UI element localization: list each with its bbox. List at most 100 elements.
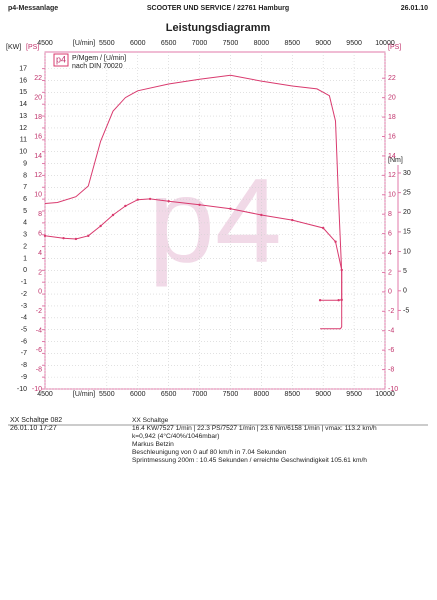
y2-tick-label: -10 <box>32 386 42 393</box>
series-marker <box>321 226 325 230</box>
y2-tick-label: 4 <box>388 250 392 257</box>
y3-tick-label: -5 <box>403 307 409 314</box>
y-tick-label: 4 <box>23 220 27 227</box>
legend-entry: nach DIN 70020 <box>72 63 123 70</box>
series-marker <box>337 299 340 302</box>
x-tick-label: 9000 <box>315 40 331 47</box>
y-tick-label: 9 <box>23 160 27 167</box>
y2-tick-label: 12 <box>388 172 396 179</box>
x-tick-label: 7500 <box>223 391 239 398</box>
watermark: p4 <box>148 154 281 288</box>
x-tick-label: 5500 <box>99 391 115 398</box>
y-tick-label: -8 <box>21 362 27 369</box>
x-tick-label: 7000 <box>192 391 208 398</box>
y3-tick-label: 20 <box>403 209 411 216</box>
series-marker <box>318 299 322 302</box>
y2-tick-label: 0 <box>38 289 42 296</box>
y3-tick-label: 30 <box>403 170 411 177</box>
series-marker <box>148 197 152 201</box>
y-tick-label: 6 <box>23 196 27 203</box>
series-marker <box>198 203 201 206</box>
y3-tick-label: 0 <box>403 288 407 295</box>
y-tick-label: 11 <box>20 137 27 144</box>
y2-tick-label: 20 <box>388 94 396 101</box>
y-tick-label: -5 <box>21 327 27 334</box>
y-tick-label: -1 <box>21 279 27 286</box>
y2-tick-label: -4 <box>36 328 42 335</box>
y-tick-label: -7 <box>21 350 27 357</box>
series-marker <box>111 213 115 217</box>
footer-right: Sprintmessung 200m : 10.45 Sekunden / er… <box>132 457 367 464</box>
x-tick-label: 6000 <box>130 391 146 398</box>
y2-tick-label: 4 <box>38 250 42 257</box>
header-center: SCOOTER UND SERVICE / 22761 Hamburg <box>147 5 289 12</box>
y2-tick-label: -8 <box>388 366 394 373</box>
series-marker <box>74 237 78 241</box>
y2-tick-label: 8 <box>388 211 392 218</box>
x-tick-label: 4500 <box>37 40 53 47</box>
y-tick-label: 3 <box>23 232 27 239</box>
x-tick-label: 7000 <box>192 40 208 47</box>
y2-tick-label: 10 <box>388 192 396 199</box>
y2-tick-label: -8 <box>36 366 42 373</box>
x-tick-label: 6500 <box>161 391 177 398</box>
x-tick-label: 10000 <box>375 391 395 398</box>
y2-tick-label: 14 <box>34 153 42 160</box>
y2-tick-label: 2 <box>38 269 42 276</box>
series-marker <box>99 224 102 228</box>
y-tick-label: 14 <box>19 101 27 108</box>
footer-right: Markus Betzin <box>132 441 174 448</box>
header-right: 26.01.10 <box>401 5 428 12</box>
logo: p4 <box>56 54 66 64</box>
y2-tick-label: 20 <box>34 94 42 101</box>
y2-tick-label: 10 <box>34 192 42 199</box>
y-tick-label: 5 <box>23 208 27 215</box>
series-marker <box>136 198 139 201</box>
y-tick-label: -9 <box>21 374 27 381</box>
footer-right: Beschleunigung von 0 auf 80 km/h in 7.04… <box>132 449 287 456</box>
y-axis-label: [KW] <box>6 44 21 51</box>
y-tick-label: 7 <box>23 184 27 191</box>
chart-title: Leistungsdiagramm <box>166 22 271 34</box>
x-tick-label: 9500 <box>346 40 362 47</box>
y3-axis-label: [Nm] <box>388 157 403 164</box>
y-tick-label: 2 <box>23 243 27 250</box>
y3-tick-label: 15 <box>403 229 411 236</box>
y2-tick-label: 6 <box>38 230 42 237</box>
x-tick-label: 7500 <box>223 40 239 47</box>
series-line <box>44 74 343 330</box>
y-tick-label: 1 <box>23 255 27 262</box>
y-tick-label: -2 <box>21 291 27 298</box>
logo-box <box>53 53 69 67</box>
series-marker <box>124 204 127 208</box>
y-tick-label: 0 <box>23 267 27 274</box>
series-marker <box>229 207 232 210</box>
y-tick-label: 10 <box>19 149 27 156</box>
x-tick-label: 8000 <box>254 40 270 47</box>
y2-tick-label: -2 <box>36 308 42 315</box>
y2-tick-label: 8 <box>38 211 42 218</box>
y2-tick-label: 16 <box>388 133 396 140</box>
y2-axis-label: [PS] <box>26 44 39 51</box>
x-tick-label: 9500 <box>346 391 362 398</box>
series-marker <box>87 234 90 238</box>
footer-left: XX Schaltge 082 <box>10 417 62 424</box>
y2-tick-label: 6 <box>388 230 392 237</box>
y-tick-label: -6 <box>21 338 27 345</box>
y2-tick-label: -6 <box>388 347 394 354</box>
x-tick-label: 8500 <box>284 391 300 398</box>
y2-axis-label-right: [PS] <box>388 44 401 51</box>
y2-tick-label: 0 <box>388 289 392 296</box>
x-tick-label: 6000 <box>130 40 146 47</box>
y3-tick-label: 25 <box>403 189 411 196</box>
y2-tick-label: -6 <box>36 347 42 354</box>
series-marker <box>43 234 47 238</box>
y-tick-label: -10 <box>17 386 27 393</box>
footer-right: XX Schaltge <box>132 417 169 424</box>
footer-right: 16.4 KW/7527 1/min | 22.3 PS/7527 1/min … <box>132 425 377 432</box>
y-tick-label: 15 <box>19 89 27 96</box>
y2-tick-label: -2 <box>388 308 394 315</box>
y2-tick-label: 22 <box>388 75 396 82</box>
footer-right: k=0,942 (4°C/40%/1046mbar) <box>132 432 220 440</box>
